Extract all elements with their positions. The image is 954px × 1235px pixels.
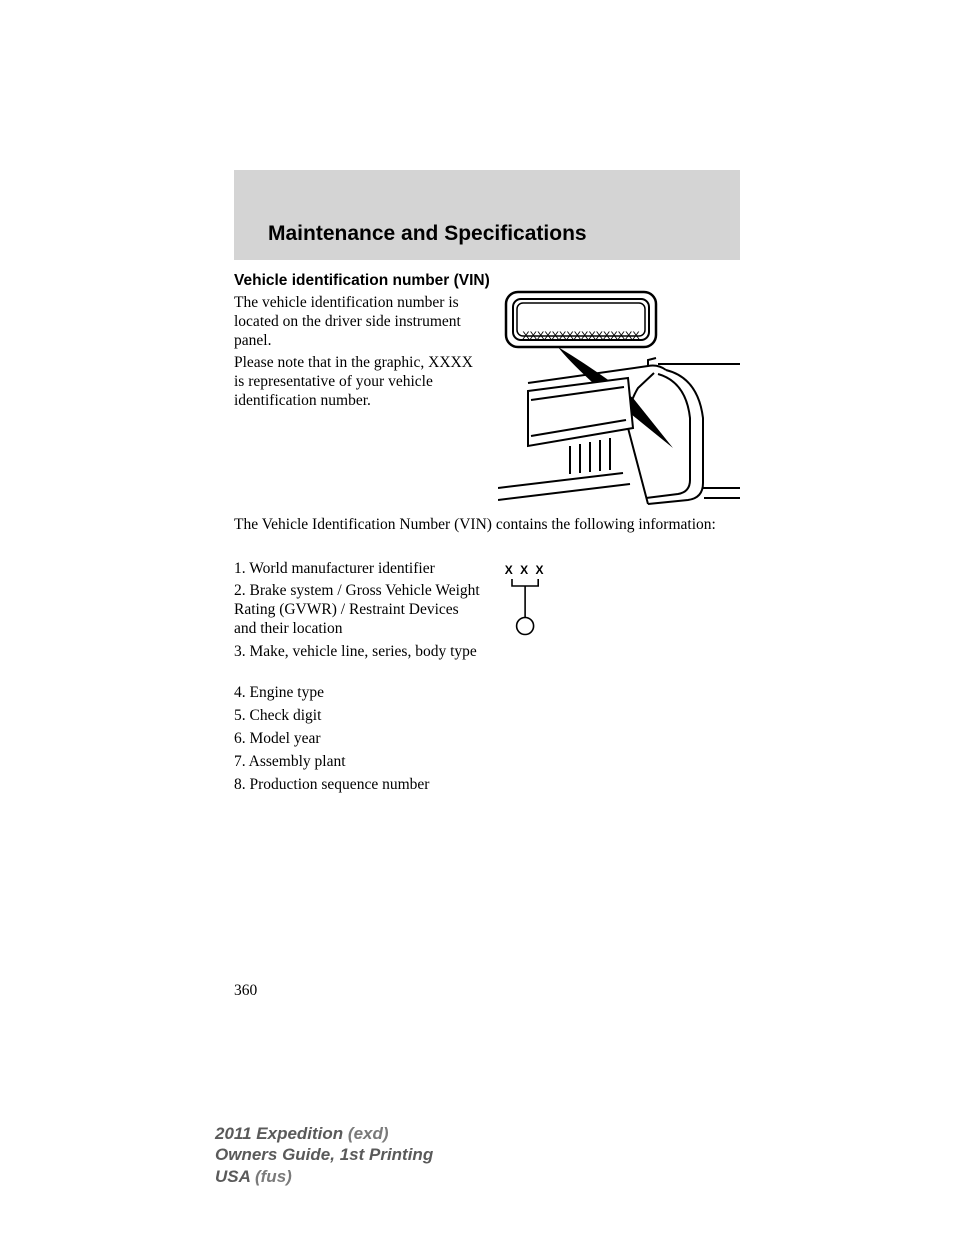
vin-item-7: 7. Assembly plant [234, 753, 484, 772]
footer-code-1: (exd) [343, 1124, 388, 1143]
vin-item-3: 3. Make, vehicle line, series, body type [234, 643, 484, 662]
footer-model: 2011 Expedition [215, 1124, 343, 1143]
svg-text:X X X: X X X [505, 563, 545, 577]
footer-code-2: (fus) [250, 1167, 292, 1186]
subheading-vin: Vehicle identification number (VIN) [234, 272, 490, 290]
footer-line-2: Owners Guide, 1st Printing [215, 1144, 433, 1165]
section-header-band: Maintenance and Specifications [234, 170, 740, 260]
page-number: 360 [234, 982, 257, 1000]
vin-item-2: 2. Brake system / Gross Vehicle Weight R… [234, 582, 484, 639]
vin-location-illustration: XXXXXXXXXXXXXXXX [498, 288, 740, 506]
vin-item-1: 1. World manufacturer identifier [234, 560, 484, 579]
footer-region: USA [215, 1167, 250, 1186]
vin-item-8: 8. Production sequence number [234, 776, 484, 795]
vin-item-5: 5. Check digit [234, 707, 484, 726]
footer-line-1: 2011 Expedition (exd) [215, 1123, 433, 1144]
vin-breakdown-diagram: X X X [505, 562, 741, 672]
vin-plate-text: XXXXXXXXXXXXXXXX [522, 330, 640, 342]
paragraph-note: Please note that in the graphic, XXXX is… [234, 354, 486, 411]
footer-block: 2011 Expedition (exd) Owners Guide, 1st … [215, 1123, 433, 1187]
vin-item-4: 4. Engine type [234, 684, 484, 703]
section-title: Maintenance and Specifications [268, 222, 587, 246]
vin-item-6: 6. Model year [234, 730, 484, 749]
paragraph-location: The vehicle identification number is loc… [234, 294, 486, 351]
paragraph-contains: The Vehicle Identification Number (VIN) … [234, 516, 740, 535]
footer-line-3: USA (fus) [215, 1166, 433, 1187]
